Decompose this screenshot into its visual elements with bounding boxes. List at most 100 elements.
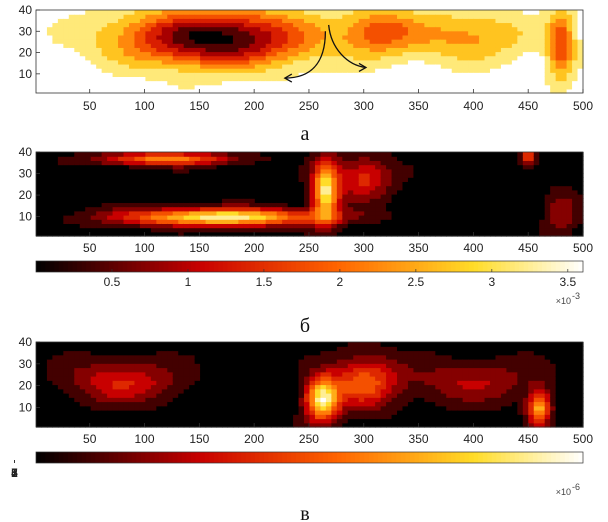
heatmap-cell [407,63,415,69]
heatmap-cell [200,55,207,61]
heatmap-cell [74,363,81,369]
heatmap-cell [238,384,245,390]
heatmap-cell [107,384,114,390]
heatmap-cell [369,160,376,166]
heatmap-cell [435,181,442,187]
heatmap-cell [479,72,486,77]
heatmap-cell [96,397,103,403]
heatmap-cell [189,422,196,428]
heatmap-cell [577,55,584,61]
heatmap-cell [189,22,196,28]
colorbar-segment [104,261,110,272]
heatmap-cell [96,55,103,61]
heatmap-cell [112,359,119,364]
heatmap-cell [211,194,218,199]
heatmap-cell [118,231,125,237]
heatmap-cell [249,181,256,187]
heatmap-cell [123,397,130,403]
heatmap-cell [397,84,404,90]
heatmap-cell [375,210,382,216]
colorbar-segment [90,261,96,272]
heatmap-cell [566,156,573,161]
heatmap-cell [238,418,245,424]
heatmap-cell [74,185,81,191]
heatmap-cell [429,173,436,178]
heatmap-cell [380,39,387,44]
heatmap-cell [440,63,447,69]
heatmap-cell [243,194,250,199]
heatmap-cell [511,168,518,174]
heatmap-cell [41,223,48,229]
heatmap-cell [473,202,480,208]
heatmap-cell [205,84,212,90]
heatmap-cell [183,206,190,212]
heatmap-cell [139,88,146,94]
heatmap-cell [90,393,97,398]
heatmap-cell [52,367,59,373]
heatmap-cell [63,410,70,415]
heatmap-cell [232,39,239,44]
heatmap-cell [539,51,546,57]
heatmap-cell [41,350,48,356]
heatmap-cell [232,26,239,32]
heatmap-cell [298,189,305,195]
heatmap-cell [254,59,261,65]
heatmap-cell [550,30,557,36]
heatmap-cell [500,76,508,82]
heatmap-cell [572,231,579,237]
heatmap-cell [440,51,447,57]
heatmap-cell [189,30,196,36]
heatmap-cell [85,189,92,195]
heatmap-cell [506,26,513,32]
heatmap-cell [511,39,518,44]
heatmap-cell [413,39,420,44]
heatmap-cell [123,189,130,195]
heatmap-cell [205,342,212,347]
heatmap-cell [167,10,174,15]
heatmap-cell [101,350,108,356]
heatmap-cell [533,215,540,220]
heatmap-cell [304,26,311,32]
heatmap-cell [479,219,486,224]
heatmap-cell [57,18,64,24]
heatmap-cell [150,219,157,224]
heatmap-cell [161,405,168,411]
heatmap-cell [369,206,376,212]
heatmap-cell [232,418,239,424]
heatmap-cell [52,173,59,178]
heatmap-cell [221,156,229,161]
heatmap-cell [550,22,557,28]
heatmap-cell [183,215,190,220]
heatmap-cell [347,227,354,233]
heatmap-cell [533,164,540,170]
heatmap-cell [265,80,272,86]
heatmap-cell [90,346,97,352]
heatmap-cell [211,160,218,166]
heatmap-cell [260,34,267,40]
heatmap-cell [63,367,70,373]
heatmap-cell [435,215,442,220]
heatmap-cell [462,189,469,195]
heatmap-cell [156,152,163,157]
heatmap-cell [128,231,136,237]
heatmap-cell [429,210,436,216]
heatmap-cell [128,354,136,360]
heatmap-cell [139,181,146,187]
heatmap-cell [167,210,174,216]
heatmap-cell [232,84,239,90]
heatmap-cell [216,418,223,424]
heatmap-cell [107,43,114,48]
heatmap-cell [107,59,114,65]
heatmap-cell [325,51,332,57]
heatmap-cell [172,88,179,94]
heatmap-cell [369,76,376,82]
heatmap-cell [128,388,136,394]
heatmap-cell [282,219,289,224]
heatmap-cell [189,350,196,356]
heatmap-cell [446,223,453,229]
heatmap-cell [276,68,283,73]
heatmap-cell [238,59,245,65]
heatmap-cell [178,51,185,57]
heatmap-cell [112,367,119,373]
